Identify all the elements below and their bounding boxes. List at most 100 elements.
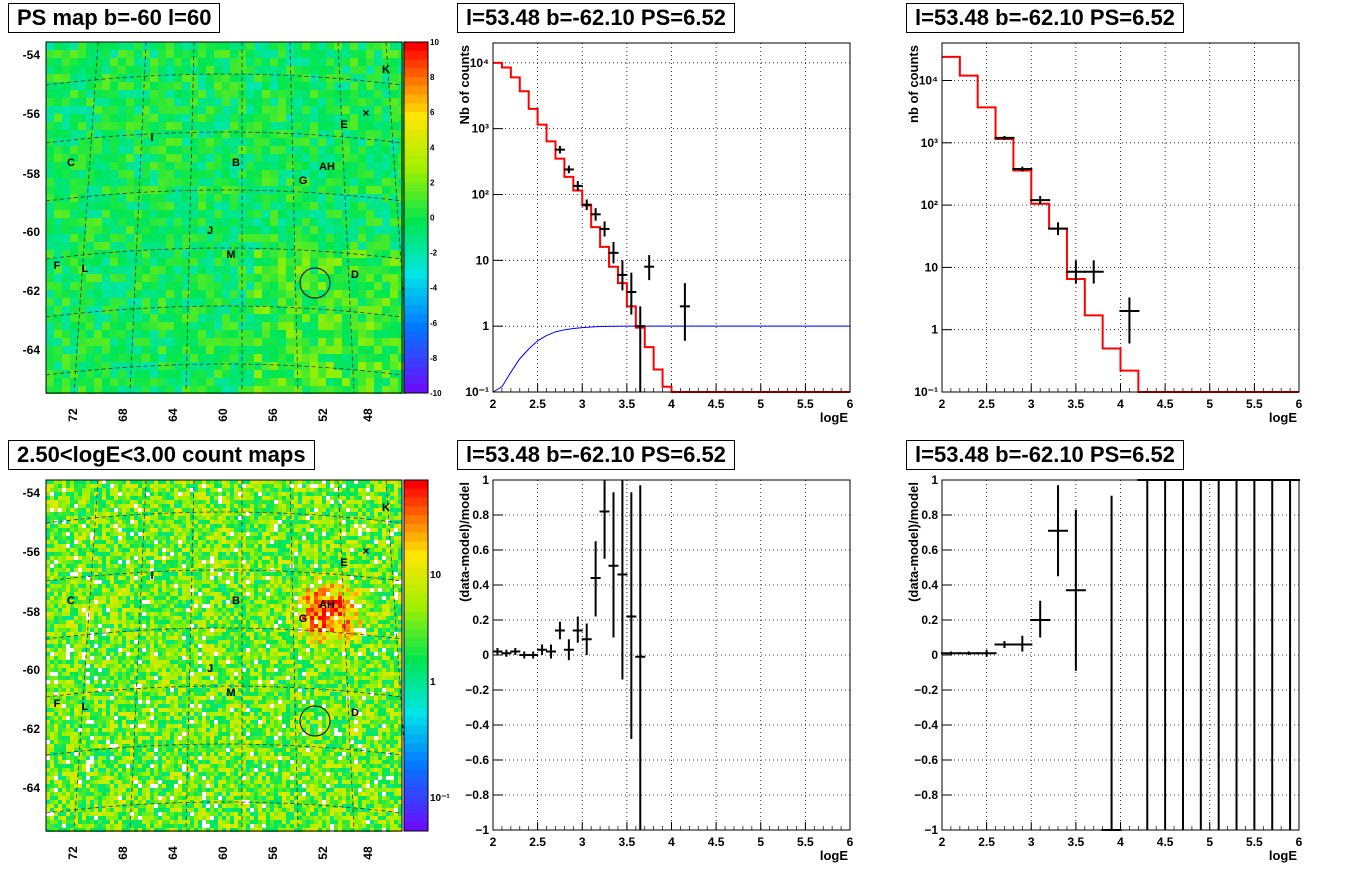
map-pixel xyxy=(234,480,238,484)
map-pixel xyxy=(270,592,274,596)
map-pixel xyxy=(54,122,62,130)
map-pixel xyxy=(182,186,190,194)
map-pixel xyxy=(162,520,166,524)
map-pixel xyxy=(346,508,350,512)
map-pixel xyxy=(142,322,150,330)
map-pixel xyxy=(250,576,254,580)
map-pixel xyxy=(330,536,334,540)
map-pixel xyxy=(82,484,86,488)
map-pixel xyxy=(310,528,314,532)
map-pixel xyxy=(370,496,374,500)
map-pixel xyxy=(366,564,370,568)
map-pixel xyxy=(142,354,150,362)
map-pixel xyxy=(214,488,218,492)
map-pixel xyxy=(182,202,190,210)
map-pixel xyxy=(294,564,298,568)
map-pixel xyxy=(94,154,102,162)
map-pixel xyxy=(94,520,98,524)
map-pixel xyxy=(270,234,278,242)
map-pixel xyxy=(222,298,230,306)
map-pixel xyxy=(70,484,74,488)
map-pixel xyxy=(278,492,282,496)
map-pixel xyxy=(278,588,282,592)
map-pixel xyxy=(310,66,318,74)
map-pixel xyxy=(150,600,154,604)
map-pixel xyxy=(266,544,270,548)
map-pixel xyxy=(98,532,102,536)
map-pixel xyxy=(62,572,66,576)
map-pixel xyxy=(338,536,342,540)
colorbar-step xyxy=(404,68,428,77)
map-pixel xyxy=(346,484,350,488)
map-pixel xyxy=(286,560,290,564)
map-pixel xyxy=(130,508,134,512)
colorbar-step xyxy=(404,358,428,367)
map-pixel xyxy=(358,508,362,512)
map-pixel xyxy=(274,580,278,584)
map-pixel xyxy=(382,130,390,138)
map-pixel xyxy=(110,338,118,346)
map-pixel xyxy=(114,540,118,544)
map-pixel xyxy=(122,528,126,532)
map-pixel xyxy=(218,524,222,528)
map-pixel xyxy=(378,488,382,492)
map-pixel xyxy=(234,588,238,592)
map-pixel xyxy=(86,226,94,234)
map-pixel xyxy=(126,592,130,596)
map-pixel xyxy=(326,564,330,568)
map-pixel xyxy=(166,138,174,146)
map-pixel xyxy=(102,282,110,290)
map-pixel xyxy=(318,504,322,508)
map-pixel xyxy=(170,496,174,500)
map-pixel xyxy=(194,604,198,608)
map-pixel xyxy=(170,600,174,604)
map-pixel xyxy=(226,532,230,536)
map-pixel xyxy=(278,592,282,596)
map-pixel xyxy=(314,560,318,564)
map-pixel xyxy=(170,492,174,496)
map-pixel xyxy=(174,548,178,552)
map-pixel xyxy=(334,544,338,548)
map-pixel xyxy=(202,584,206,588)
map-pixel xyxy=(134,528,138,532)
map-pixel xyxy=(54,488,58,492)
map-pixel xyxy=(146,508,150,512)
map-pixel xyxy=(62,106,70,114)
map-pixel xyxy=(366,122,374,130)
map-pixel xyxy=(198,492,202,496)
map-pixel xyxy=(358,338,366,346)
map-pixel xyxy=(210,488,214,492)
map-pixel xyxy=(142,50,150,58)
map-pixel xyxy=(70,122,78,130)
map-pixel xyxy=(310,492,314,496)
map-pixel xyxy=(134,484,138,488)
map-pixel xyxy=(266,548,270,552)
map-pixel xyxy=(118,202,126,210)
map-pixel xyxy=(226,492,230,496)
map-pixel xyxy=(270,596,274,600)
map-pixel xyxy=(134,114,142,122)
map-pixel xyxy=(206,508,210,512)
map-pixel xyxy=(230,484,234,488)
map-pixel xyxy=(366,588,370,592)
map-pixel xyxy=(374,170,382,178)
map-pixel xyxy=(274,572,278,576)
map-pixel xyxy=(374,290,382,298)
map-pixel xyxy=(286,592,290,596)
map-pixel xyxy=(146,492,150,496)
map-pixel xyxy=(386,516,390,520)
map-pixel xyxy=(214,202,222,210)
map-pixel xyxy=(110,608,114,612)
map-pixel xyxy=(150,504,154,508)
map-pixel xyxy=(130,608,134,612)
map-pixel xyxy=(82,508,86,512)
map-pixel xyxy=(106,520,110,524)
map-pixel xyxy=(350,560,354,564)
map-pixel xyxy=(150,496,154,500)
map-pixel xyxy=(230,378,238,386)
map-pixel xyxy=(62,338,70,346)
map-pixel xyxy=(202,556,206,560)
map-pixel xyxy=(246,146,254,154)
map-pixel xyxy=(374,298,382,306)
map-pixel xyxy=(114,604,118,608)
